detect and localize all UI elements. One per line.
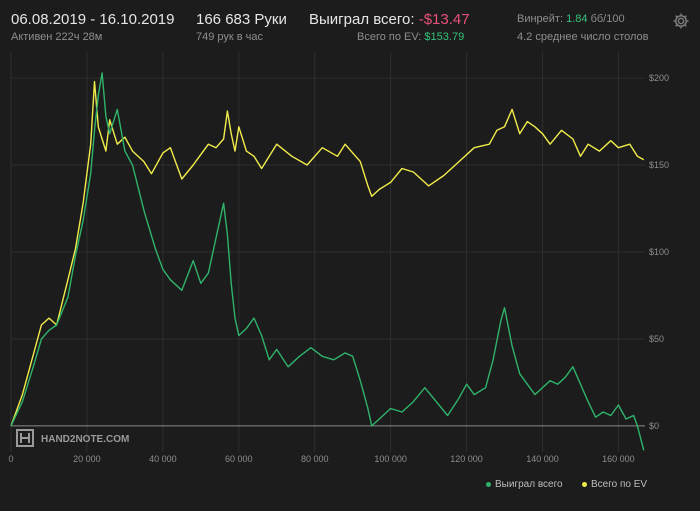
hand2note-logo: HAND2NOTE.COM xyxy=(16,429,129,447)
winrate-label: Винрейт: xyxy=(517,13,564,25)
ev-series-line xyxy=(10,80,645,427)
graph-area: 0 20 000 40 000 60 000 80 000 100 000 120 000 1… xyxy=(0,52,700,506)
y-tick-label: $0 xyxy=(649,421,659,431)
won-label: Выиграл всего: xyxy=(309,11,415,28)
ev-legend-dot xyxy=(582,481,587,487)
winrate-value: 1.84 xyxy=(566,13,588,25)
legend-won-label: Выиграл всего xyxy=(495,479,563,490)
legend-ev[interactable]: Всего по EV xyxy=(582,479,647,490)
y-tick-label: $50 xyxy=(649,334,664,344)
hands-count: 166 683 Руки xyxy=(196,11,287,28)
won-series-line xyxy=(10,72,645,451)
summary-header: 06.08.2019 - 16.10.2019 Активен 222ч 28м… xyxy=(0,0,700,52)
ev-label: Всего по EV: xyxy=(357,31,422,43)
date-range[interactable]: 06.08.2019 - 16.10.2019 xyxy=(11,11,175,28)
y-tick-label: $200 xyxy=(649,73,669,83)
x-tick-label: 40 000 xyxy=(149,454,177,464)
won-total: Выиграл всего: -$13.47 xyxy=(309,11,470,28)
x-tick-label: 20 000 xyxy=(73,454,101,464)
won-legend-dot xyxy=(486,481,491,487)
results-chart: 0 20 000 40 000 60 000 80 000 100 000 120 000 1… xyxy=(8,52,669,464)
x-tick-label: 60 000 xyxy=(225,454,253,464)
x-tick-label: 0 xyxy=(8,454,13,464)
won-value: -$13.47 xyxy=(418,11,470,28)
ev-total: Всего по EV: $153.79 xyxy=(357,31,464,43)
active-time: Активен 222ч 28м xyxy=(11,31,103,43)
x-tick-label: 140 000 xyxy=(526,454,559,464)
avg-tables: 4.2 среднее число столов xyxy=(517,31,649,43)
legend-ev-label: Всего по EV xyxy=(591,479,648,490)
x-tick-label: 120 000 xyxy=(450,454,483,464)
winrate-unit: бб/100 xyxy=(590,13,625,25)
gear-icon[interactable] xyxy=(672,12,690,30)
x-tick-label: 80 000 xyxy=(301,454,329,464)
watermark-text: HAND2NOTE.COM xyxy=(41,434,129,445)
hands-per-hour: 749 рук в час xyxy=(196,31,264,43)
ev-value: $153.79 xyxy=(424,31,465,43)
x-tick-label: 160 000 xyxy=(602,454,635,464)
y-tick-label: $150 xyxy=(649,160,669,170)
y-tick-label: $100 xyxy=(649,247,669,257)
legend-won[interactable]: Выиграл всего xyxy=(486,479,563,490)
x-tick-label: 100 000 xyxy=(374,454,407,464)
winrate: Винрейт: 1.84 бб/100 xyxy=(517,13,625,25)
